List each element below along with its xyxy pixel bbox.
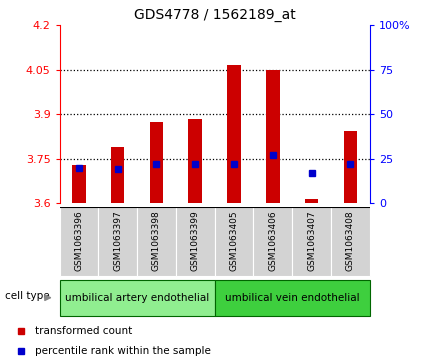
Bar [292, 25, 331, 203]
Text: umbilical artery endothelial: umbilical artery endothelial [65, 293, 209, 303]
Bar [150, 122, 163, 203]
Text: umbilical vein endothelial: umbilical vein endothelial [225, 293, 360, 303]
Title: GDS4778 / 1562189_at: GDS4778 / 1562189_at [134, 8, 295, 22]
Bar [137, 25, 176, 203]
Text: GSM1063398: GSM1063398 [152, 210, 161, 271]
Bar [331, 25, 370, 203]
Bar [215, 280, 370, 316]
Bar [253, 207, 292, 276]
Bar [215, 25, 253, 203]
Text: GSM1063396: GSM1063396 [74, 210, 83, 271]
Bar [98, 207, 137, 276]
Text: percentile rank within the sample: percentile rank within the sample [35, 346, 211, 356]
Text: GSM1063407: GSM1063407 [307, 210, 316, 271]
Bar [60, 207, 98, 276]
Bar [227, 65, 241, 203]
Bar [72, 165, 86, 203]
Bar [60, 25, 98, 203]
Text: GSM1063408: GSM1063408 [346, 210, 355, 271]
Bar [331, 207, 370, 276]
Bar [253, 25, 292, 203]
Bar [98, 25, 137, 203]
Bar [215, 207, 253, 276]
Bar [176, 25, 215, 203]
Text: GSM1063405: GSM1063405 [230, 210, 238, 271]
Bar [60, 280, 215, 316]
Text: GSM1063397: GSM1063397 [113, 210, 122, 271]
Text: transformed count: transformed count [35, 326, 132, 336]
Bar [111, 147, 125, 203]
Bar [266, 70, 280, 203]
Bar [188, 119, 202, 203]
Bar [137, 207, 176, 276]
Bar [305, 199, 318, 203]
Bar [176, 207, 215, 276]
Bar [343, 131, 357, 203]
Text: GSM1063399: GSM1063399 [191, 210, 200, 271]
Text: cell type: cell type [5, 291, 49, 301]
Text: GSM1063406: GSM1063406 [268, 210, 277, 271]
Bar [292, 207, 331, 276]
